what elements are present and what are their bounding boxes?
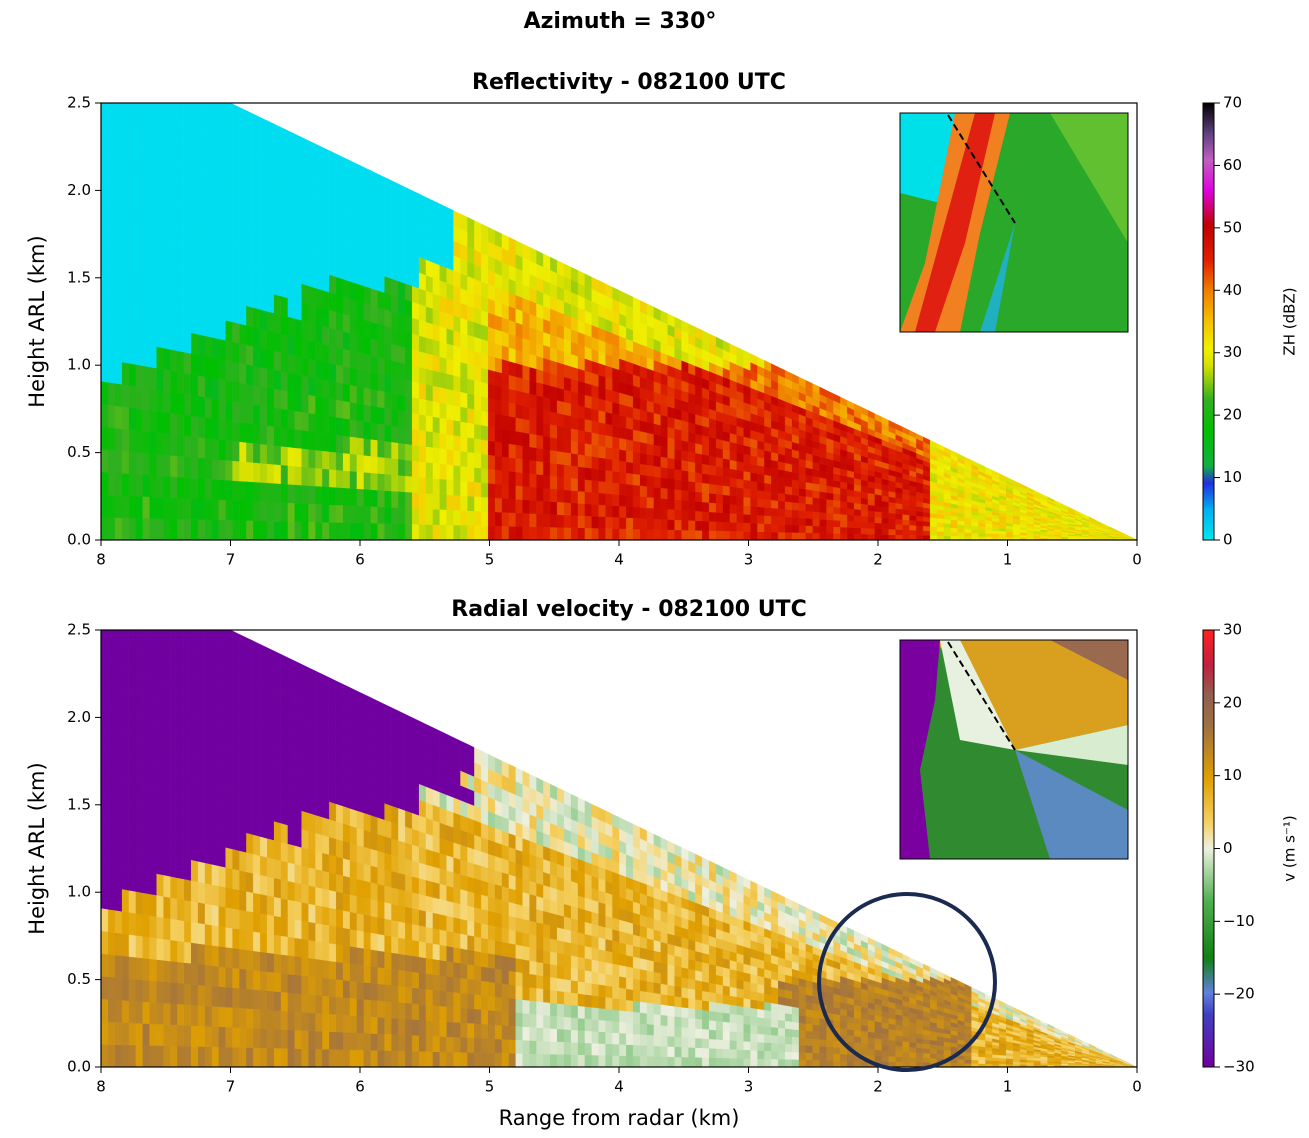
colorbar-tick-label: −20 [1223,985,1255,1003]
y-tick-label: 0.0 [67,531,91,549]
panel-title: Radial velocity - 082100 UTC [451,597,806,622]
y-tick-label: 2.5 [67,94,91,112]
y-tick-label: 2.5 [67,621,91,639]
y-tick-label: 1.5 [67,268,91,286]
y-tick-label: 1.0 [67,356,91,374]
x-tick-label: 8 [96,1078,106,1096]
colorbar-tick-label: 50 [1223,218,1242,236]
inset-map [900,113,1128,332]
colorbar-tick-label: 60 [1223,156,1242,174]
y-axis-label: Height ARL (km) [25,762,49,934]
y-tick-label: 0.5 [67,970,91,988]
x-tick-label: 3 [744,551,754,569]
colorbar-tick-label: 10 [1223,766,1242,784]
x-tick-label: 7 [226,1078,236,1096]
colorbar [1203,630,1214,1067]
y-tick-label: 0.5 [67,443,91,461]
x-tick-label: 1 [1003,1078,1013,1096]
colorbar-label: v (m s⁻¹) [1281,815,1299,881]
x-tick-label: 0 [1132,1078,1142,1096]
y-tick-label: 1.5 [67,795,91,813]
x-tick-label: 0 [1132,551,1142,569]
colorbar-tick-label: 70 [1223,94,1242,112]
x-tick-label: 2 [873,551,883,569]
x-tick-label: 8 [96,551,106,569]
x-tick-label: 2 [873,1078,883,1096]
colorbar-tick-label: −10 [1223,912,1255,930]
colorbar-tick-label: 0 [1223,839,1233,857]
x-tick-label: 5 [485,551,495,569]
y-tick-label: 0.0 [67,1058,91,1076]
x-tick-label: 1 [1003,551,1013,569]
x-tick-label: 4 [614,1078,624,1096]
figure-title: Azimuth = 330° [524,9,717,34]
panel-title: Reflectivity - 082100 UTC [472,70,786,95]
x-tick-label: 6 [355,551,365,569]
y-tick-label: 2.0 [67,708,91,726]
colorbar-tick-label: −30 [1223,1058,1255,1076]
x-tick-label: 6 [355,1078,365,1096]
x-axis-label: Range from radar (km) [499,1106,740,1130]
colorbar-label: ZH (dBZ) [1281,287,1299,355]
colorbar-tick-label: 20 [1223,406,1242,424]
x-tick-label: 3 [744,1078,754,1096]
colorbar-tick-label: 30 [1223,621,1242,639]
x-tick-label: 5 [485,1078,495,1096]
colorbar-tick-label: 0 [1223,531,1233,549]
x-tick-label: 4 [614,551,624,569]
colorbar-tick-label: 20 [1223,693,1242,711]
colorbar-tick-label: 10 [1223,468,1242,486]
x-tick-label: 7 [226,551,236,569]
y-axis-label: Height ARL (km) [25,235,49,407]
y-tick-label: 2.0 [67,181,91,199]
y-tick-label: 1.0 [67,883,91,901]
colorbar [1203,103,1214,540]
inset-map [900,640,1128,859]
colorbar-tick-label: 40 [1223,281,1242,299]
colorbar-tick-label: 30 [1223,343,1242,361]
